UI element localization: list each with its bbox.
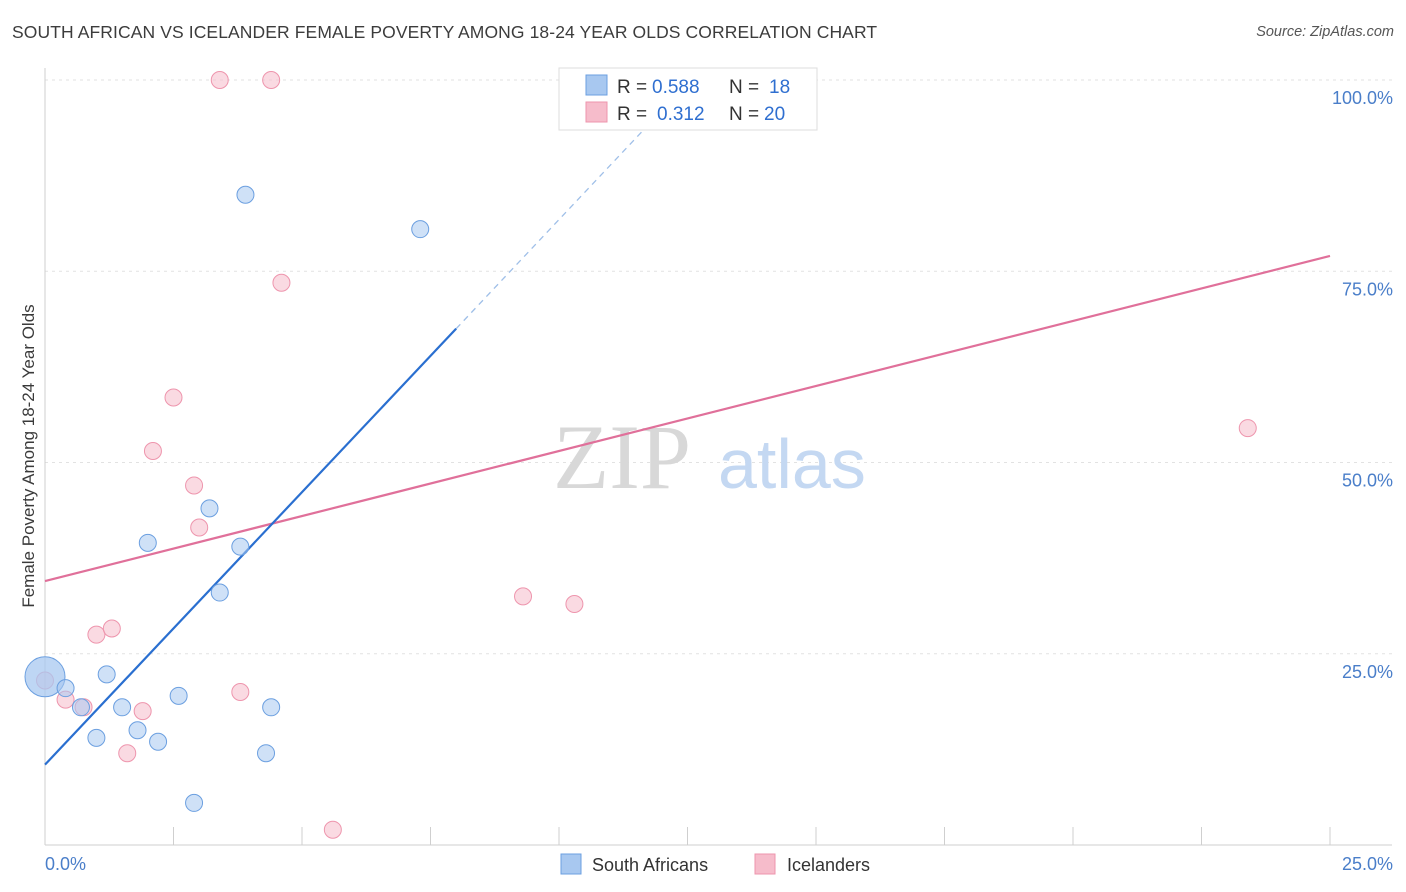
point-south-africans [236,185,255,204]
watermark-atlas: atlas [718,425,866,503]
trend-lines [44,110,1331,766]
point-icelanders [87,625,106,644]
point-icelanders [102,619,121,638]
legend-r-label: R = [617,104,647,125]
point-icelanders [143,442,162,461]
point-south-africans [262,698,281,717]
legend-r-label: R = [617,77,647,98]
point-south-africans [24,656,66,698]
axes [44,68,1392,846]
legend-n-label: N = [729,77,759,98]
point-south-africans [210,583,229,602]
legend-swatch-icelanders [585,101,608,123]
y-tick-label: 50.0% [1342,471,1393,491]
y-axis-label: Female Poverty Among 18-24 Year Olds [19,304,38,607]
point-south-africans [87,728,106,747]
point-south-africans [71,698,90,717]
point-icelanders [164,388,183,407]
legend-r-value: 0.588 [652,77,700,98]
point-icelanders [262,71,281,89]
legend-n-value: 18 [769,77,790,98]
point-south-africans [200,499,219,518]
legend-n-label: N = [729,104,759,125]
grid-lines [45,79,1392,655]
point-icelanders [133,702,152,721]
y-tick-label: 100.0% [1332,88,1393,108]
point-icelanders [565,595,584,614]
point-icelanders [514,587,533,606]
point-south-africans [169,686,188,705]
source-label: Source: ZipAtlas.com [1256,24,1394,40]
x-tick-label: 0.0% [45,854,86,874]
point-south-africans [149,732,168,751]
legend-swatch-south-africans [585,74,608,96]
correlation-legend: R = 0.588 N = 18 R = 0.312 N = 20 [558,67,818,131]
watermark: ZIP atlas [553,406,866,508]
point-icelanders [272,273,291,292]
point-icelanders [190,518,209,537]
legend-n-value: 20 [764,104,785,125]
series-legend: South Africans Icelanders [560,853,870,875]
point-south-africans [411,220,430,239]
series-legend-icelanders: Icelanders [787,855,870,875]
y-tick-label: 75.0% [1342,279,1393,299]
series-legend-swatch-south-africans [560,853,582,875]
series-legend-swatch-icelanders [754,853,776,875]
y-tick-label: 25.0% [1342,662,1393,682]
point-icelanders [323,820,342,839]
point-south-africans [97,665,116,684]
data-points [24,71,1257,839]
point-icelanders [185,476,204,495]
point-south-africans [257,744,276,763]
y-tick-labels: 25.0% 50.0% 75.0% 100.0% [1332,88,1393,682]
point-icelanders [1238,419,1257,438]
point-icelanders [118,744,137,763]
x-tick-label: 25.0% [1342,854,1393,874]
legend-r-value: 0.312 [657,104,705,125]
point-icelanders [210,71,229,89]
point-icelanders [231,683,250,701]
point-south-africans [185,793,204,812]
point-south-africans [231,537,250,556]
x-tick-labels: 0.0% 25.0% [45,854,1393,874]
trend-line-icelanders [44,254,1331,583]
point-south-africans [128,721,147,740]
point-south-africans [56,679,75,698]
trend-line-south-africans-extension [455,110,663,330]
series-legend-south-africans: South Africans [592,855,708,875]
chart-title: SOUTH AFRICAN VS ICELANDER FEMALE POVERT… [12,22,878,42]
point-south-africans [138,533,157,552]
watermark-zip: ZIP [553,406,691,508]
point-south-africans [113,698,132,717]
trend-line-south-africans [44,327,458,766]
